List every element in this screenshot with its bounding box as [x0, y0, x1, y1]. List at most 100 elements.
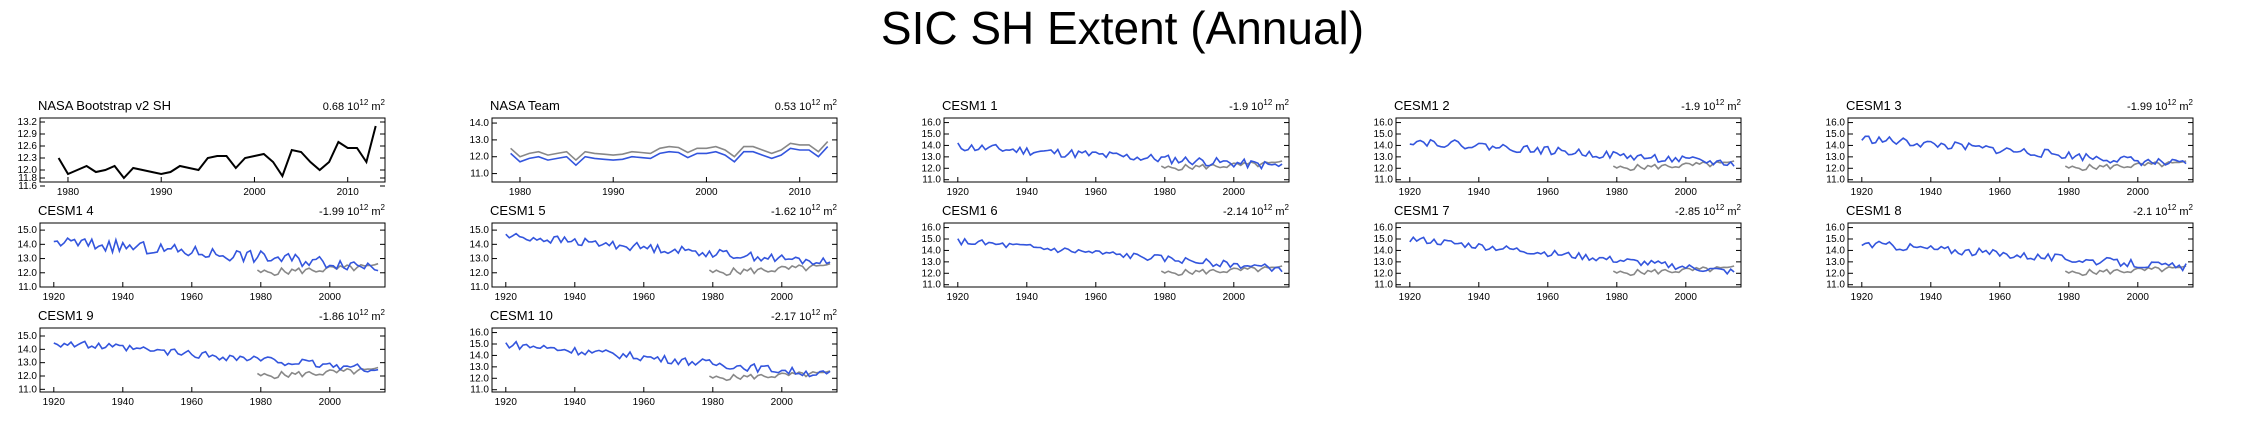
y-tick-label: 14.0 [470, 239, 490, 250]
obs-series-line [2064, 160, 2187, 172]
x-tick-label: 1940 [1468, 187, 1491, 198]
obs-series-line [709, 370, 831, 382]
obs-series-line [256, 262, 379, 277]
trend-unit-exp: 2 [2189, 98, 2194, 107]
trend-exponent: 12 [811, 308, 820, 317]
x-tick-label: 1920 [1399, 187, 1422, 198]
panel-title: CESM1 3 [1846, 98, 1902, 113]
model-series-line [1409, 236, 1735, 276]
x-tick-label: 1960 [1537, 292, 1560, 303]
y-tick-label: 12.0 [1826, 268, 1846, 279]
obs-series-line [1160, 160, 1283, 172]
panel-title: CESM1 10 [490, 308, 553, 323]
x-tick-label: 2000 [771, 292, 794, 303]
x-tick-label: 1920 [1851, 187, 1874, 198]
y-tick-label: 12.0 [18, 165, 38, 176]
x-tick-label: 1960 [1989, 187, 2012, 198]
x-tick-label: 2010 [789, 187, 812, 198]
x-tick-label: 2000 [319, 397, 342, 408]
y-tick-label: 11.0 [1374, 280, 1393, 291]
trend-value: -2.17 10 [771, 311, 811, 323]
panel-frame [1395, 222, 1742, 288]
trend-exponent: 12 [1263, 98, 1272, 107]
panel-6: CESM1 4 -1.99 1012 m2 1920 1940 1960 1980 2000… [18, 203, 386, 303]
y-tick-label: 14.0 [1826, 245, 1846, 256]
panel-title: NASA Team [490, 98, 560, 113]
model-series-line [1861, 240, 2187, 272]
y-tick-label: 11.0 [18, 384, 37, 395]
x-tick-label: 2000 [319, 292, 342, 303]
trend-unit: m [2176, 101, 2188, 113]
x-tick-label: 1940 [564, 397, 587, 408]
trend-unit: m [2176, 206, 2188, 218]
panel-11: CESM1 9 -1.86 1012 m2 1920 1940 1960 1980 2000… [18, 308, 386, 408]
x-tick-label: 2000 [695, 187, 718, 198]
x-tick-label: 1980 [250, 292, 273, 303]
y-tick-label: 12.3 [18, 153, 38, 164]
panel-frame [943, 117, 1290, 183]
y-tick-label: 13.0 [470, 254, 490, 265]
y-tick-label: 15.0 [1826, 234, 1846, 245]
y-tick-label: 11.0 [922, 175, 941, 186]
y-tick-label: 16.0 [922, 118, 942, 129]
obs-series-line [1160, 265, 1283, 277]
x-tick-label: 1940 [1920, 292, 1943, 303]
x-tick-label: 2000 [2127, 292, 2150, 303]
panel-title: CESM1 8 [1846, 203, 1902, 218]
series-line [510, 146, 829, 167]
y-tick-label: 13.0 [1826, 152, 1846, 163]
series-line [57, 125, 377, 180]
x-tick-label: 2000 [1223, 187, 1246, 198]
trend-exponent: 12 [811, 98, 820, 107]
y-tick-label: 12.9 [18, 129, 38, 140]
y-tick-label: 13.2 [18, 117, 38, 128]
panel-title: CESM1 5 [490, 203, 546, 218]
y-tick-label: 15.0 [18, 225, 38, 236]
x-tick-label: 1980 [2058, 292, 2081, 303]
trend-value: -1.99 10 [319, 206, 359, 218]
trend-exponent: 12 [2167, 203, 2176, 212]
x-tick-label: 1960 [181, 292, 204, 303]
x-tick-label: 2000 [1675, 187, 1698, 198]
y-tick-label: 16.0 [922, 223, 942, 234]
x-tick-label: 1980 [509, 187, 532, 198]
trend-unit: m [1272, 206, 1284, 218]
panel-8: CESM1 6 -2.14 1012 m2 1920 1940 1960 1980 2000… [922, 203, 1290, 303]
trend-unit: m [368, 311, 380, 323]
trend-unit-exp: 2 [1285, 98, 1290, 107]
y-tick-label: 12.0 [922, 268, 942, 279]
panel-trend: -1.86 1012 m2 [319, 308, 386, 323]
y-tick-label: 14.0 [1374, 140, 1394, 151]
obs-series-line [708, 262, 831, 277]
x-tick-label: 1940 [1016, 292, 1039, 303]
y-tick-label: 15.0 [470, 339, 490, 350]
trend-value: -1.9 10 [1229, 101, 1263, 113]
panel-title: CESM1 6 [942, 203, 998, 218]
x-tick-label: 1940 [112, 397, 135, 408]
y-tick-label: 15.0 [922, 234, 942, 245]
y-tick-label: 13.0 [922, 152, 942, 163]
panel-title: NASA Bootstrap v2 SH [38, 98, 171, 113]
model-series-line [53, 236, 379, 272]
x-tick-label: 1960 [633, 397, 656, 408]
trend-unit: m [820, 311, 832, 323]
x-tick-label: 1980 [1154, 187, 1177, 198]
model-series-line [505, 340, 831, 378]
trend-unit-exp: 2 [381, 308, 386, 317]
x-tick-label: 1920 [43, 397, 66, 408]
y-tick-label: 14.0 [1374, 245, 1394, 256]
y-tick-label: 15.0 [1826, 129, 1846, 140]
x-tick-label: 1920 [43, 292, 66, 303]
x-tick-label: 1940 [1468, 292, 1491, 303]
y-tick-label: 12.0 [470, 268, 490, 279]
x-tick-label: 1980 [250, 397, 273, 408]
y-tick-label: 16.0 [1826, 118, 1846, 129]
panel-title: CESM1 4 [38, 203, 94, 218]
panel-frame [1847, 222, 2194, 288]
panel-frame [1395, 117, 1742, 183]
y-tick-label: 11.8 [18, 173, 37, 184]
x-tick-label: 1960 [1537, 187, 1560, 198]
panel-trend: -2.17 1012 m2 [771, 308, 838, 323]
y-tick-label: 11.0 [18, 282, 37, 293]
